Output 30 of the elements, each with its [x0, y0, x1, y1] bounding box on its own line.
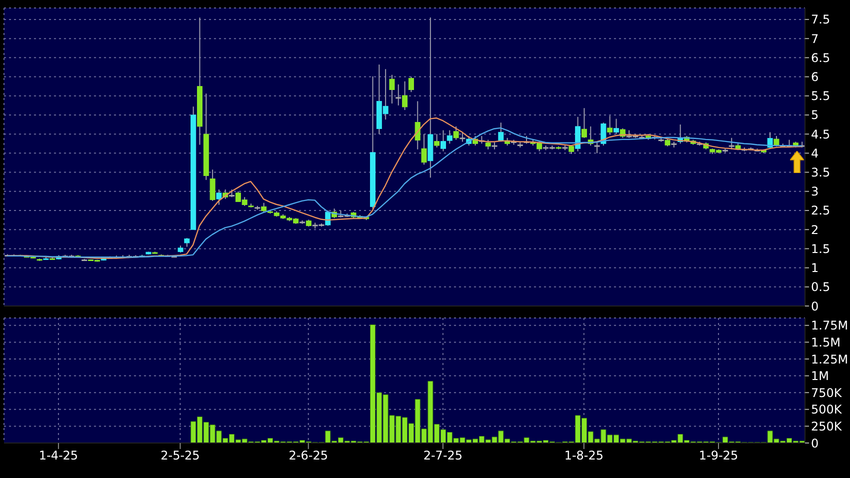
y-tick-label: 0	[811, 436, 819, 450]
y-tick-label: 1M	[811, 369, 829, 384]
x-tick-label: 1-9-25	[698, 448, 738, 463]
y-tick-label: 2	[811, 222, 819, 237]
y-tick-label: 0.5	[811, 280, 830, 294]
y-tick-label: 2.5	[811, 204, 830, 218]
y-tick-label: 0	[811, 299, 819, 314]
y-tick-label: 5.5	[811, 89, 830, 104]
y-tick-label: 750K	[811, 386, 843, 400]
y-tick-label: 1.5	[811, 242, 830, 256]
x-tick-label: 1-8-25	[564, 448, 604, 463]
y-tick-label: 5	[811, 108, 819, 122]
y-tick-label: 4.5	[811, 127, 830, 142]
y-tick-label: 1	[811, 261, 819, 276]
y-tick-label: 7.5	[811, 12, 830, 27]
x-tick-label: 2-7-25	[423, 448, 463, 463]
y-tick-label: 3	[811, 184, 819, 199]
y-tick-label: 250K	[811, 419, 843, 434]
y-tick-label: 4	[811, 146, 819, 160]
y-tick-label: 1.5M	[811, 335, 840, 350]
x-tick-label: 1-4-25	[38, 448, 78, 463]
x-tick-label: 2-6-25	[288, 448, 328, 463]
y-tick-label: 1.75M	[811, 318, 848, 333]
y-tick-label: 3.5	[811, 166, 830, 180]
y-tick-label: 6.5	[811, 50, 830, 65]
y-tick-label: 6	[811, 70, 819, 84]
y-tick-label: 7	[811, 32, 819, 46]
y-tick-label: 1.25M	[811, 352, 848, 366]
y-tick-label: 500K	[811, 402, 843, 417]
x-tick-label: 2-5-25	[160, 448, 200, 463]
